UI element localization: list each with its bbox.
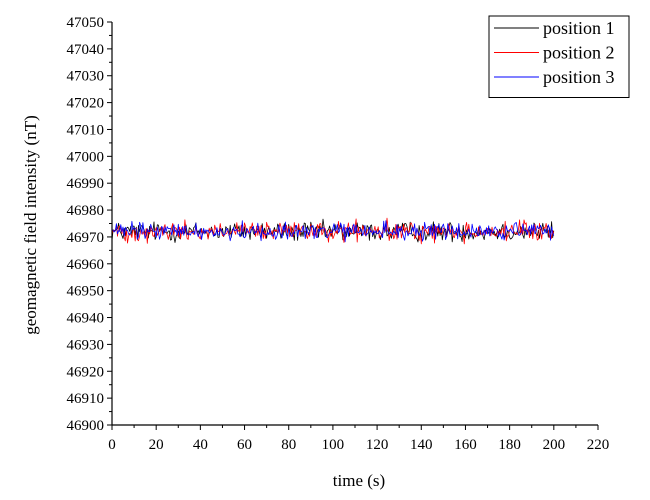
legend-box — [488, 15, 630, 98]
y-axis-title: geomagnetic field intensity (nT) — [21, 115, 40, 335]
y-tick-label: 47000 — [67, 149, 105, 165]
y-tick-label: 47050 — [67, 15, 105, 31]
x-tick-label: 20 — [149, 437, 164, 453]
y-tick-label: 46960 — [67, 257, 105, 273]
y-tick-label: 46990 — [67, 176, 105, 192]
x-tick-label: 40 — [193, 437, 208, 453]
x-axis-title: time (s) — [333, 471, 385, 490]
x-tick-label: 100 — [322, 437, 345, 453]
legend-label-1: position 1 — [543, 18, 615, 38]
y-tick-label: 47020 — [67, 96, 105, 112]
y-tick-label: 46930 — [67, 337, 105, 353]
x-tick-label: 140 — [410, 437, 433, 453]
x-tick-label: 220 — [587, 437, 610, 453]
y-tick-label: 46920 — [67, 364, 105, 380]
y-tick-label: 46900 — [67, 418, 105, 434]
legend-label-3: position 3 — [543, 67, 615, 87]
x-tick-label: 180 — [498, 437, 521, 453]
x-tick-label: 160 — [454, 437, 477, 453]
x-tick-label: 0 — [108, 437, 116, 453]
y-tick-label: 46910 — [67, 391, 105, 407]
legend-label-2: position 2 — [543, 43, 615, 63]
x-tick-label: 80 — [281, 437, 296, 453]
y-tick-label: 46970 — [67, 230, 105, 246]
ticks-layer: 0 20 40 60 80 100 120 140 160 180 200 220 46900 46910… — [67, 15, 610, 453]
x-tick-label: 120 — [366, 437, 389, 453]
y-tick-label: 47030 — [67, 69, 105, 85]
y-tick-label: 46940 — [67, 311, 105, 327]
x-tick-label: 60 — [237, 437, 252, 453]
y-tick-label: 47010 — [67, 122, 105, 138]
y-tick-label: 46950 — [67, 284, 105, 300]
series-layer — [111, 217, 555, 245]
legend: position 1 position 2 position 3 — [488, 15, 630, 98]
y-tick-label: 46980 — [67, 203, 105, 219]
series-line-3 — [111, 220, 555, 243]
x-tick-label: 200 — [543, 437, 566, 453]
y-tick-label: 47040 — [67, 42, 105, 58]
